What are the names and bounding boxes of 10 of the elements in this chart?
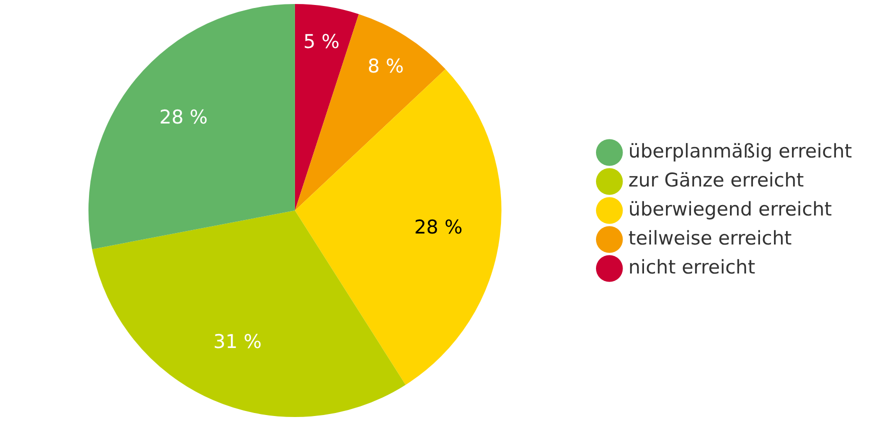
data-label: 28 % [159,106,208,128]
data-label: 31 % [213,331,262,354]
data-label: 5 % [303,31,340,54]
data-label: 28 % [414,216,463,239]
legend-label: teilweise erreicht [628,227,792,250]
data-label: 8 % [368,55,404,78]
legend-label: nicht erreicht [628,256,756,278]
legend-label: zur Gänze erreicht [628,169,804,192]
legend-label: überwiegend erreicht [628,198,832,220]
legend-label: überplanmäßig erreicht [628,140,852,162]
